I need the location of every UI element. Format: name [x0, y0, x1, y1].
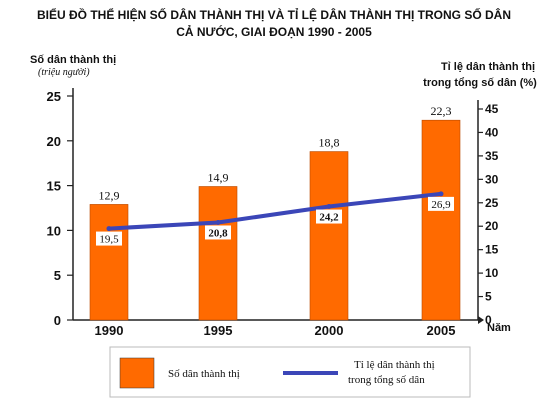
legend-bar-swatch	[119, 357, 155, 389]
left-tick-label: 15	[47, 179, 61, 194]
right-tick-label: 25	[485, 196, 499, 210]
left-axis-ticks: 0 5 10 15 20 25	[47, 89, 73, 328]
legend-line-label-line1: Tỉ lệ dân thành thị	[354, 359, 435, 371]
line-series	[106, 191, 444, 232]
left-tick-label: 0	[54, 313, 61, 328]
line-label-bg	[428, 196, 454, 211]
line-label-bg	[205, 225, 231, 240]
right-tick-label: 10	[485, 266, 499, 280]
right-tick-label: 45	[485, 102, 499, 116]
chart-title-line2: CẢ NƯỚC, GIAI ĐOẠN 1990 - 2005	[176, 24, 372, 39]
line-point	[438, 191, 444, 197]
right-axis-ticks: 0 5 10 15 20 25 30 35 40 45	[478, 102, 499, 327]
x-tick-label: 2000	[315, 323, 344, 338]
bar-series	[89, 119, 461, 321]
left-tick-label: 10	[47, 223, 61, 238]
line-value-label: 19,5	[99, 234, 119, 246]
right-tick-label: 40	[485, 125, 499, 139]
chart-title-line1: BIỂU ĐỒ THỂ HIỆN SỐ DÂN THÀNH THỊ VÀ TỈ …	[37, 7, 511, 22]
line-label-bg	[316, 209, 342, 224]
bar	[309, 151, 349, 321]
right-tick-label: 30	[485, 172, 499, 186]
bar	[89, 204, 129, 321]
right-tick-label: 35	[485, 149, 499, 163]
right-tick-label: 5	[485, 290, 492, 304]
bar-value-label: 22,3	[431, 104, 452, 118]
line-point	[326, 204, 332, 210]
bar-value-label: 18,8	[319, 136, 340, 150]
right-axis-title-line1: Tỉ lệ dân thành thị	[441, 61, 535, 73]
line-data-labels: 19,5 20,8 24,2 26,9	[96, 196, 454, 246]
legend: Số dân thành thị Tỉ lệ dân thành thị tro…	[109, 346, 471, 398]
bar-value-label: 14,9	[208, 170, 229, 184]
x-tick-label: 2005	[427, 323, 456, 338]
legend-bar-label: Số dân thành thị	[168, 368, 240, 380]
left-tick-label: 20	[47, 134, 61, 149]
x-tick-label: 1990	[95, 323, 124, 338]
left-tick-label: 25	[47, 89, 61, 104]
line-value-label: 26,9	[431, 199, 451, 211]
left-tick-label: 5	[54, 268, 61, 283]
line-value-label: 24,2	[319, 212, 339, 224]
right-tick-label: 20	[485, 219, 499, 233]
bar-data-labels: 12,9 14,9 18,8 22,3	[99, 104, 452, 202]
bar	[198, 186, 238, 321]
left-axis-title: Số dân thành thị	[30, 54, 116, 66]
right-tick-label: 0	[485, 313, 492, 327]
right-axis-title-line2: trong tổng số dân (%)	[423, 77, 537, 89]
line-point	[215, 219, 221, 225]
line-path	[108, 191, 442, 231]
line-point	[106, 226, 112, 232]
line-label-bg	[96, 231, 122, 246]
left-axis-unit: (triệu người)	[38, 67, 90, 78]
line-value-label: 20,8	[208, 227, 228, 239]
right-tick-label: 15	[485, 243, 499, 257]
bar	[421, 119, 461, 321]
x-axis-ticks: 1990 1995 2000 2005	[95, 323, 456, 338]
legend-line-label-line2: trong tổng số dân	[348, 374, 425, 386]
x-axis-title: Năm	[487, 322, 511, 334]
bar-value-label: 12,9	[99, 188, 120, 202]
x-tick-label: 1995	[204, 323, 233, 338]
